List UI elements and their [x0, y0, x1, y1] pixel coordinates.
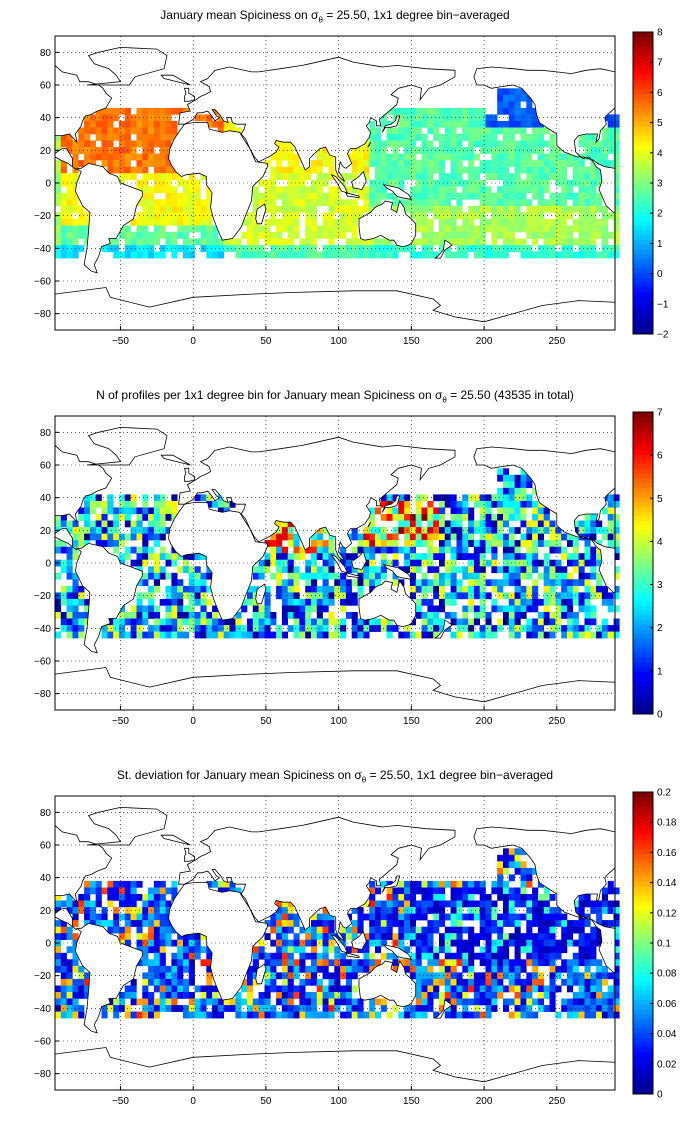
colorbar-tick-label: 0.06 — [657, 999, 677, 1010]
x-tick-label: 250 — [548, 716, 565, 727]
y-tick-label: −20 — [34, 211, 51, 222]
x-tick-label: 100 — [330, 716, 347, 727]
colorbar-tick-label: 2 — [657, 209, 663, 220]
y-tick-label: 80 — [40, 48, 52, 59]
x-tick-label: 0 — [190, 716, 196, 727]
x-tick-label: −50 — [112, 716, 129, 727]
x-tick-label: 150 — [403, 716, 420, 727]
colorbar-tick-label: 6 — [657, 88, 663, 99]
std-deviation-map-panel: St. deviation for January mean Spiciness… — [0, 760, 696, 1140]
colorbar-tick-label: 0.12 — [657, 908, 677, 919]
x-tick-label: 150 — [403, 1096, 420, 1107]
y-tick-label: −60 — [34, 277, 51, 288]
x-tick-label: 50 — [260, 716, 272, 727]
y-tick-label: 40 — [40, 873, 52, 884]
colorbar-tick-label: 3 — [657, 179, 663, 190]
colorbar-tick-label: 4 — [657, 537, 663, 548]
y-tick-label: 20 — [40, 146, 52, 157]
x-tick-label: 250 — [548, 1096, 565, 1107]
y-tick-label: 80 — [40, 808, 52, 819]
y-tick-label: −20 — [34, 971, 51, 982]
colorbar-tick-label: 0.1 — [657, 939, 671, 950]
x-tick-label: −50 — [112, 1096, 129, 1107]
y-tick-label: 40 — [40, 113, 52, 124]
y-tick-label: −60 — [34, 657, 51, 668]
colorbar: 8 7 6 5 4 3 2 1 0 −1 −2 — [632, 28, 669, 341]
colorbar: 7 6 5 4 3 2 1 0 — [632, 408, 663, 721]
colorbar-tick-label: 0.14 — [657, 878, 677, 889]
x-tick-label: 100 — [330, 336, 347, 347]
colorbar-tick-label: 0 — [657, 710, 663, 721]
colorbar-tick-label: 0.08 — [657, 969, 677, 980]
colorbar-tick-label: 8 — [657, 28, 663, 39]
colorbar-tick-label: 0 — [657, 269, 663, 280]
map-figure: −50 0 50 100 150 200 250806040200−20−40−60−800… — [34, 788, 677, 1108]
y-tick-label: 20 — [40, 906, 52, 917]
y-tick-label: −20 — [34, 591, 51, 602]
colorbar-tick-label: 3 — [657, 580, 663, 591]
y-tick-label: −40 — [34, 244, 51, 255]
y-tick-label: 0 — [45, 179, 51, 190]
panel-title: St. deviation for January mean Spiciness… — [116, 768, 554, 785]
y-tick-label: 60 — [40, 461, 52, 472]
colorbar-tick-label: 0.02 — [657, 1059, 677, 1070]
colorbar-tick-label: 5 — [657, 118, 663, 129]
profile-count-map-panel: N of profiles per 1x1 degree bin for Jan… — [0, 380, 696, 760]
colorbar-tick-label: 0.18 — [657, 818, 677, 829]
spiciness-map-panel: January mean Spiciness on σθ = 25.50, 1x… — [0, 0, 696, 380]
gridlines — [55, 796, 615, 1090]
x-tick-label: 200 — [476, 336, 493, 347]
colorbar-tick-label: 0.04 — [657, 1029, 677, 1040]
y-tick-label: −60 — [34, 1037, 51, 1048]
data-cells — [55, 88, 620, 259]
y-tick-label: −80 — [34, 309, 51, 320]
x-tick-label: 200 — [476, 1096, 493, 1107]
x-tick-label: 100 — [330, 1096, 347, 1107]
y-tick-label: −80 — [34, 689, 51, 700]
panel-title: January mean Spiciness on σθ = 25.50, 1x… — [160, 8, 510, 25]
colorbar-tick-label: 7 — [657, 58, 663, 69]
map-figure: −50 0 50 100 150 200 250806040200−20−40−60−808… — [34, 28, 669, 348]
y-tick-label: −40 — [34, 624, 51, 635]
y-tick-label: −40 — [34, 1004, 51, 1015]
y-tick-label: 40 — [40, 493, 52, 504]
y-tick-label: 80 — [40, 428, 52, 439]
colorbar-tick-label: 7 — [657, 408, 663, 419]
y-tick-label: 20 — [40, 526, 52, 537]
gridlines — [55, 416, 615, 710]
colorbar-tick-label: 5 — [657, 494, 663, 505]
colorbar-tick-label: 1 — [657, 239, 663, 250]
y-tick-label: 60 — [40, 841, 52, 852]
y-tick-label: 60 — [40, 81, 52, 92]
map-figure: −50 0 50 100 150 200 250806040200−20−40−60−807… — [34, 408, 663, 728]
colorbar: 0.2 0.18 0.16 0.14 0.12 0.1 0.08 0.06 0.04 0.02 0 — [632, 788, 677, 1101]
colorbar-tick-label: 4 — [657, 148, 663, 159]
x-tick-label: 50 — [260, 1096, 272, 1107]
coastlines — [54, 806, 616, 1091]
x-tick-label: 50 — [260, 336, 272, 347]
y-tick-label: 0 — [45, 939, 51, 950]
y-tick-label: 0 — [45, 559, 51, 570]
x-tick-label: 250 — [548, 336, 565, 347]
colorbar-tick-label: 1 — [657, 666, 663, 677]
colorbar-tick-label: 0 — [657, 1090, 663, 1101]
colorbar-tick-label: 2 — [657, 623, 663, 634]
colorbar-tick-label: 0.2 — [657, 788, 671, 799]
x-tick-label: 0 — [190, 1096, 196, 1107]
x-tick-label: 150 — [403, 336, 420, 347]
x-tick-label: 200 — [476, 716, 493, 727]
colorbar-tick-label: −1 — [657, 299, 669, 310]
gridlines — [55, 36, 615, 330]
colorbar-tick-label: −2 — [657, 330, 669, 341]
x-tick-label: 0 — [190, 336, 196, 347]
x-tick-label: −50 — [112, 336, 129, 347]
panel-title: N of profiles per 1x1 degree bin for Jan… — [96, 388, 574, 405]
y-tick-label: −80 — [34, 1069, 51, 1080]
colorbar-tick-label: 0.16 — [657, 848, 677, 859]
colorbar-tick-label: 6 — [657, 451, 663, 462]
